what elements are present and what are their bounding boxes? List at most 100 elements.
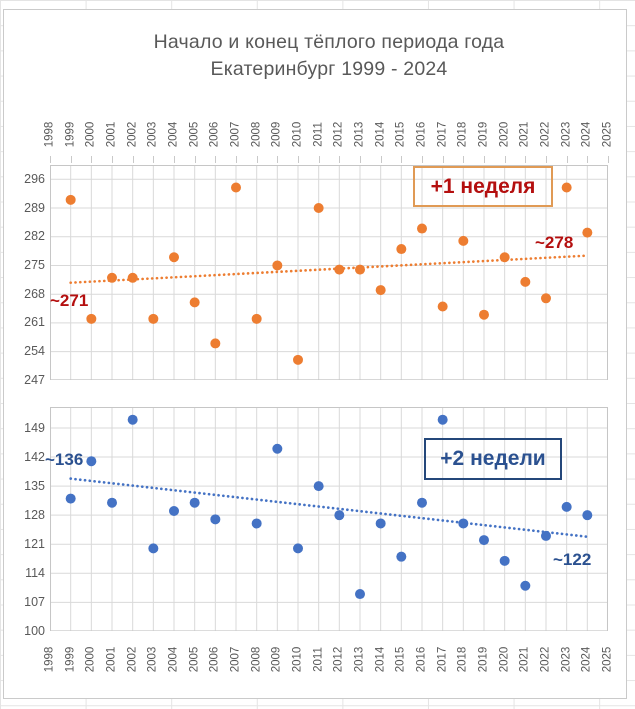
x-tick-label: 2006 <box>208 121 221 148</box>
data-point <box>210 514 221 525</box>
data-point <box>416 497 427 508</box>
data-point <box>582 510 593 521</box>
trend-end-value-label-top: ~278 <box>535 233 574 252</box>
x-tick-label: 2007 <box>229 646 242 672</box>
x-tick-label: 2005 <box>188 121 201 148</box>
y-tick-label: 254 <box>24 344 45 359</box>
x-tick-label: 2003 <box>146 646 159 672</box>
trend-end-value-label-bottom: ~122 <box>553 550 592 569</box>
annotation-plus-one-week-label: +1 неделя <box>430 175 536 198</box>
y-tick-label: 121 <box>24 537 45 552</box>
data-point <box>561 182 572 193</box>
axis-tick-mark <box>608 156 609 163</box>
data-point <box>189 497 200 508</box>
x-tick-label: 2021 <box>518 121 531 148</box>
plot-area-svg <box>50 407 608 632</box>
data-point <box>107 272 118 283</box>
x-tick-label: 2011 <box>312 646 325 672</box>
data-point <box>582 227 593 238</box>
data-point <box>251 313 262 324</box>
axis-tick-mark <box>174 156 175 163</box>
axis-tick-mark <box>318 156 320 163</box>
y-tick-label: 142 <box>24 449 45 464</box>
x-tick-label: 2015 <box>394 646 407 672</box>
axis-tick-mark <box>360 156 361 163</box>
data-point <box>396 551 407 562</box>
x-tick-label: 2000 <box>84 646 97 672</box>
x-tick-label: 1998 <box>43 121 56 148</box>
x-tick-label: 2008 <box>250 121 263 148</box>
x-tick-label: 2017 <box>436 121 449 148</box>
y-tick-label: 107 <box>24 595 45 610</box>
data-point <box>313 203 324 214</box>
x-tick-label: 2004 <box>167 121 180 148</box>
y-tick-label: 135 <box>24 478 45 493</box>
x-tick-label: 2019 <box>477 121 490 148</box>
axis-tick-mark <box>194 156 196 163</box>
axis-tick-mark <box>504 156 506 163</box>
x-tick-label: 2012 <box>332 121 345 148</box>
annotation-plus-one-week: +1 неделя <box>413 166 553 207</box>
plot-area-svg <box>50 165 608 381</box>
x-tick-label: 2001 <box>105 646 118 672</box>
axis-tick-mark <box>153 156 155 163</box>
data-point <box>520 580 531 591</box>
y-tick-label: 296 <box>24 171 45 186</box>
x-tick-label: 1999 <box>64 121 77 148</box>
x-tick-label: 2016 <box>415 121 428 148</box>
x-tick-label: 2013 <box>353 121 366 148</box>
axis-tick-mark <box>463 156 465 163</box>
x-tick-label: 2010 <box>291 646 304 672</box>
axis-tick-mark <box>256 156 258 163</box>
data-point <box>86 313 97 324</box>
x-tick-label: 2011 <box>312 122 325 147</box>
axis-tick-mark <box>422 156 423 163</box>
plot-border <box>50 165 608 381</box>
x-tick-label: 2021 <box>518 646 531 672</box>
x-tick-label: 2022 <box>539 646 552 672</box>
axis-tick-mark <box>298 156 299 163</box>
axis-tick-mark <box>215 156 217 163</box>
data-point <box>437 301 448 312</box>
axis-tick-mark <box>50 156 51 163</box>
data-point <box>437 414 448 425</box>
x-tick-label: 2018 <box>456 121 469 148</box>
x-tick-label: 2023 <box>560 646 573 672</box>
axis-tick-mark <box>484 156 485 163</box>
data-point <box>478 309 489 320</box>
axis-tick-mark <box>566 156 568 163</box>
x-tick-label: 2004 <box>167 646 180 672</box>
data-point <box>478 535 489 546</box>
data-point <box>540 293 551 304</box>
x-tick-label: 2020 <box>498 646 511 672</box>
data-point <box>561 501 572 512</box>
axis-tick-mark <box>442 156 444 163</box>
x-tick-label: 2024 <box>580 121 593 148</box>
axis-tick-mark <box>277 156 279 163</box>
x-tick-label: 2010 <box>291 121 304 148</box>
data-point <box>169 252 180 263</box>
x-tick-label: 2024 <box>580 646 593 672</box>
axis-tick-mark <box>236 156 237 163</box>
x-tick-label: 2000 <box>84 121 97 148</box>
annotation-plus-two-weeks-label: +2 недели <box>440 447 546 470</box>
axis-tick-mark <box>380 156 382 163</box>
y-tick-label: 128 <box>24 507 45 522</box>
data-point <box>148 543 159 554</box>
data-point <box>520 276 531 287</box>
data-point <box>396 244 407 255</box>
data-point <box>148 313 159 324</box>
data-point <box>86 456 97 467</box>
data-point <box>313 481 324 492</box>
scatter-plot-end-dates <box>50 165 608 381</box>
x-tick-label: 2013 <box>353 646 366 672</box>
y-tick-label: 149 <box>24 420 45 435</box>
axis-tick-mark <box>525 156 527 163</box>
y-tick-label: 100 <box>24 624 45 639</box>
x-tick-label: 2012 <box>332 646 345 672</box>
x-tick-label: 2001 <box>105 121 118 148</box>
axis-tick-mark <box>91 156 93 163</box>
x-tick-label: 2007 <box>229 121 242 148</box>
data-point <box>107 497 118 508</box>
